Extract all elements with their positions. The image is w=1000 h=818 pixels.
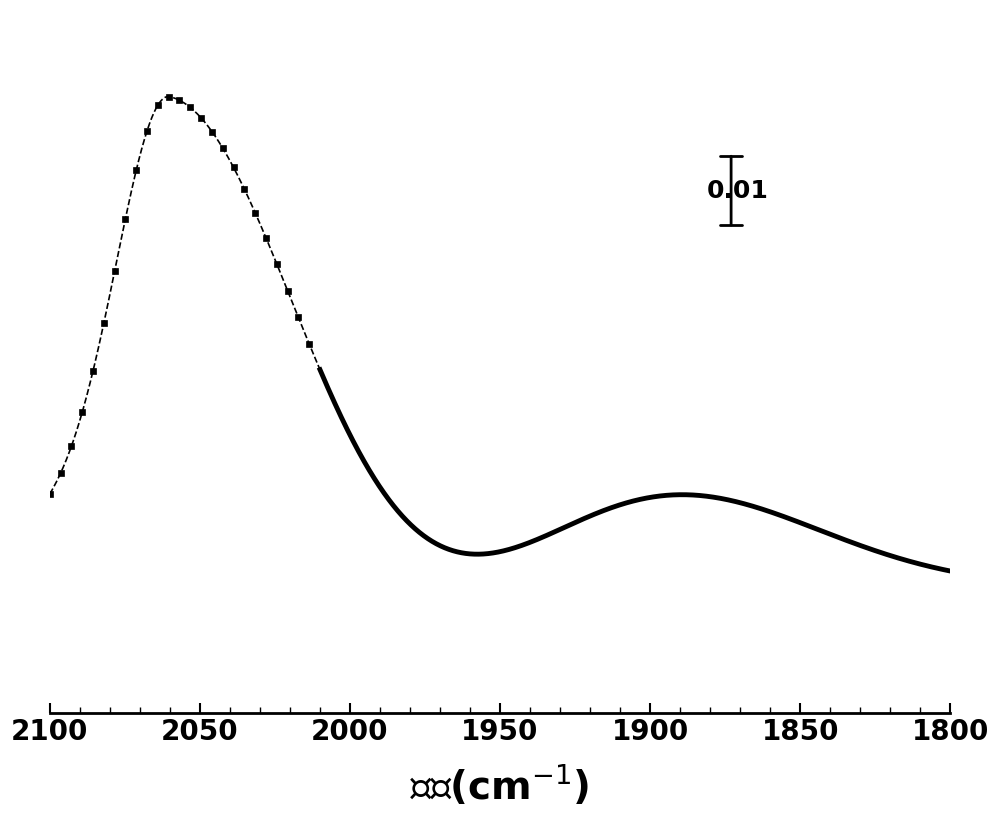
Text: 0.01: 0.01 (707, 178, 769, 203)
X-axis label: 波数(cm$^{-1}$): 波数(cm$^{-1}$) (410, 763, 590, 807)
